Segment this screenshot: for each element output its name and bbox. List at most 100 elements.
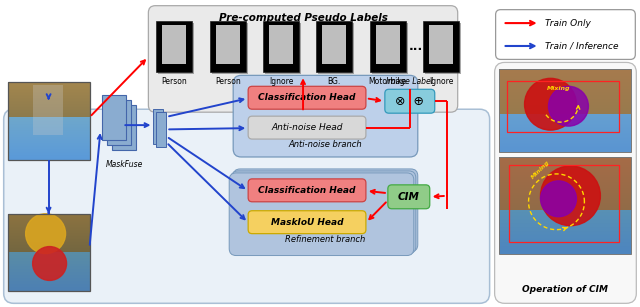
Bar: [499, 193, 631, 194]
Bar: [499, 135, 631, 136]
Bar: [507, 81, 620, 132]
Bar: [429, 25, 453, 64]
Bar: [8, 120, 90, 121]
Bar: [8, 222, 90, 223]
Bar: [8, 243, 90, 245]
Bar: [499, 139, 631, 140]
Bar: [425, 23, 461, 74]
Bar: [499, 141, 631, 142]
Bar: [499, 70, 631, 71]
Bar: [8, 106, 90, 107]
Bar: [499, 183, 631, 184]
Bar: [8, 242, 90, 243]
Text: MaskFuse: MaskFuse: [106, 160, 143, 169]
Bar: [499, 110, 631, 111]
Bar: [499, 91, 631, 92]
Bar: [8, 254, 90, 255]
Bar: [323, 25, 346, 64]
Bar: [8, 214, 90, 215]
Bar: [499, 226, 631, 227]
Bar: [8, 90, 90, 91]
Bar: [8, 98, 90, 99]
Bar: [8, 121, 90, 122]
Bar: [499, 196, 631, 197]
Bar: [499, 217, 631, 218]
Bar: [8, 140, 90, 141]
Bar: [499, 172, 631, 173]
Bar: [8, 114, 90, 115]
Bar: [8, 134, 90, 135]
Bar: [8, 100, 90, 101]
Bar: [499, 113, 631, 114]
Bar: [499, 86, 631, 87]
Bar: [499, 173, 631, 174]
Bar: [8, 84, 90, 85]
Bar: [8, 231, 90, 232]
Bar: [499, 157, 631, 158]
Text: Image Label: Image Label: [387, 77, 433, 86]
Bar: [499, 100, 631, 101]
Bar: [499, 119, 631, 120]
Bar: [8, 107, 90, 108]
Bar: [8, 153, 90, 154]
Bar: [499, 90, 631, 91]
Bar: [499, 94, 631, 95]
Bar: [499, 170, 631, 171]
Bar: [499, 97, 631, 98]
Text: Classification Head: Classification Head: [259, 93, 356, 102]
Bar: [499, 200, 631, 201]
Bar: [499, 125, 631, 126]
Text: Anti-noise branch: Anti-noise branch: [289, 140, 362, 149]
Bar: [8, 116, 90, 117]
Bar: [499, 182, 631, 183]
Bar: [8, 219, 90, 220]
Bar: [499, 225, 631, 226]
Bar: [8, 128, 90, 129]
Bar: [499, 166, 631, 167]
Bar: [8, 92, 90, 93]
Bar: [499, 229, 631, 230]
Bar: [8, 157, 90, 158]
Bar: [8, 135, 90, 136]
Bar: [499, 228, 631, 229]
Bar: [8, 138, 90, 139]
Bar: [499, 198, 631, 199]
Bar: [499, 184, 631, 185]
FancyBboxPatch shape: [229, 173, 414, 255]
Bar: [499, 253, 631, 254]
Bar: [8, 258, 90, 259]
Bar: [8, 83, 90, 84]
Bar: [499, 151, 631, 152]
Bar: [8, 286, 90, 287]
Bar: [8, 236, 90, 237]
Bar: [499, 148, 631, 149]
Bar: [499, 168, 631, 169]
Bar: [499, 224, 631, 225]
Bar: [8, 111, 90, 112]
Bar: [499, 105, 631, 106]
Bar: [8, 94, 90, 95]
Bar: [499, 218, 631, 219]
Bar: [154, 109, 163, 144]
Bar: [8, 265, 90, 266]
Bar: [8, 261, 90, 262]
Bar: [499, 232, 631, 233]
Bar: [499, 82, 631, 83]
Bar: [499, 99, 631, 100]
Bar: [499, 219, 631, 220]
Bar: [499, 80, 631, 81]
Bar: [499, 106, 631, 107]
Bar: [499, 102, 631, 103]
Bar: [499, 202, 631, 203]
Bar: [499, 115, 631, 116]
Bar: [8, 284, 90, 286]
Circle shape: [525, 78, 577, 130]
FancyBboxPatch shape: [495, 10, 636, 60]
Bar: [499, 159, 631, 160]
Bar: [8, 255, 90, 257]
Bar: [8, 227, 90, 228]
FancyBboxPatch shape: [388, 185, 430, 209]
Bar: [8, 113, 90, 114]
Bar: [499, 231, 631, 232]
Bar: [8, 241, 90, 242]
